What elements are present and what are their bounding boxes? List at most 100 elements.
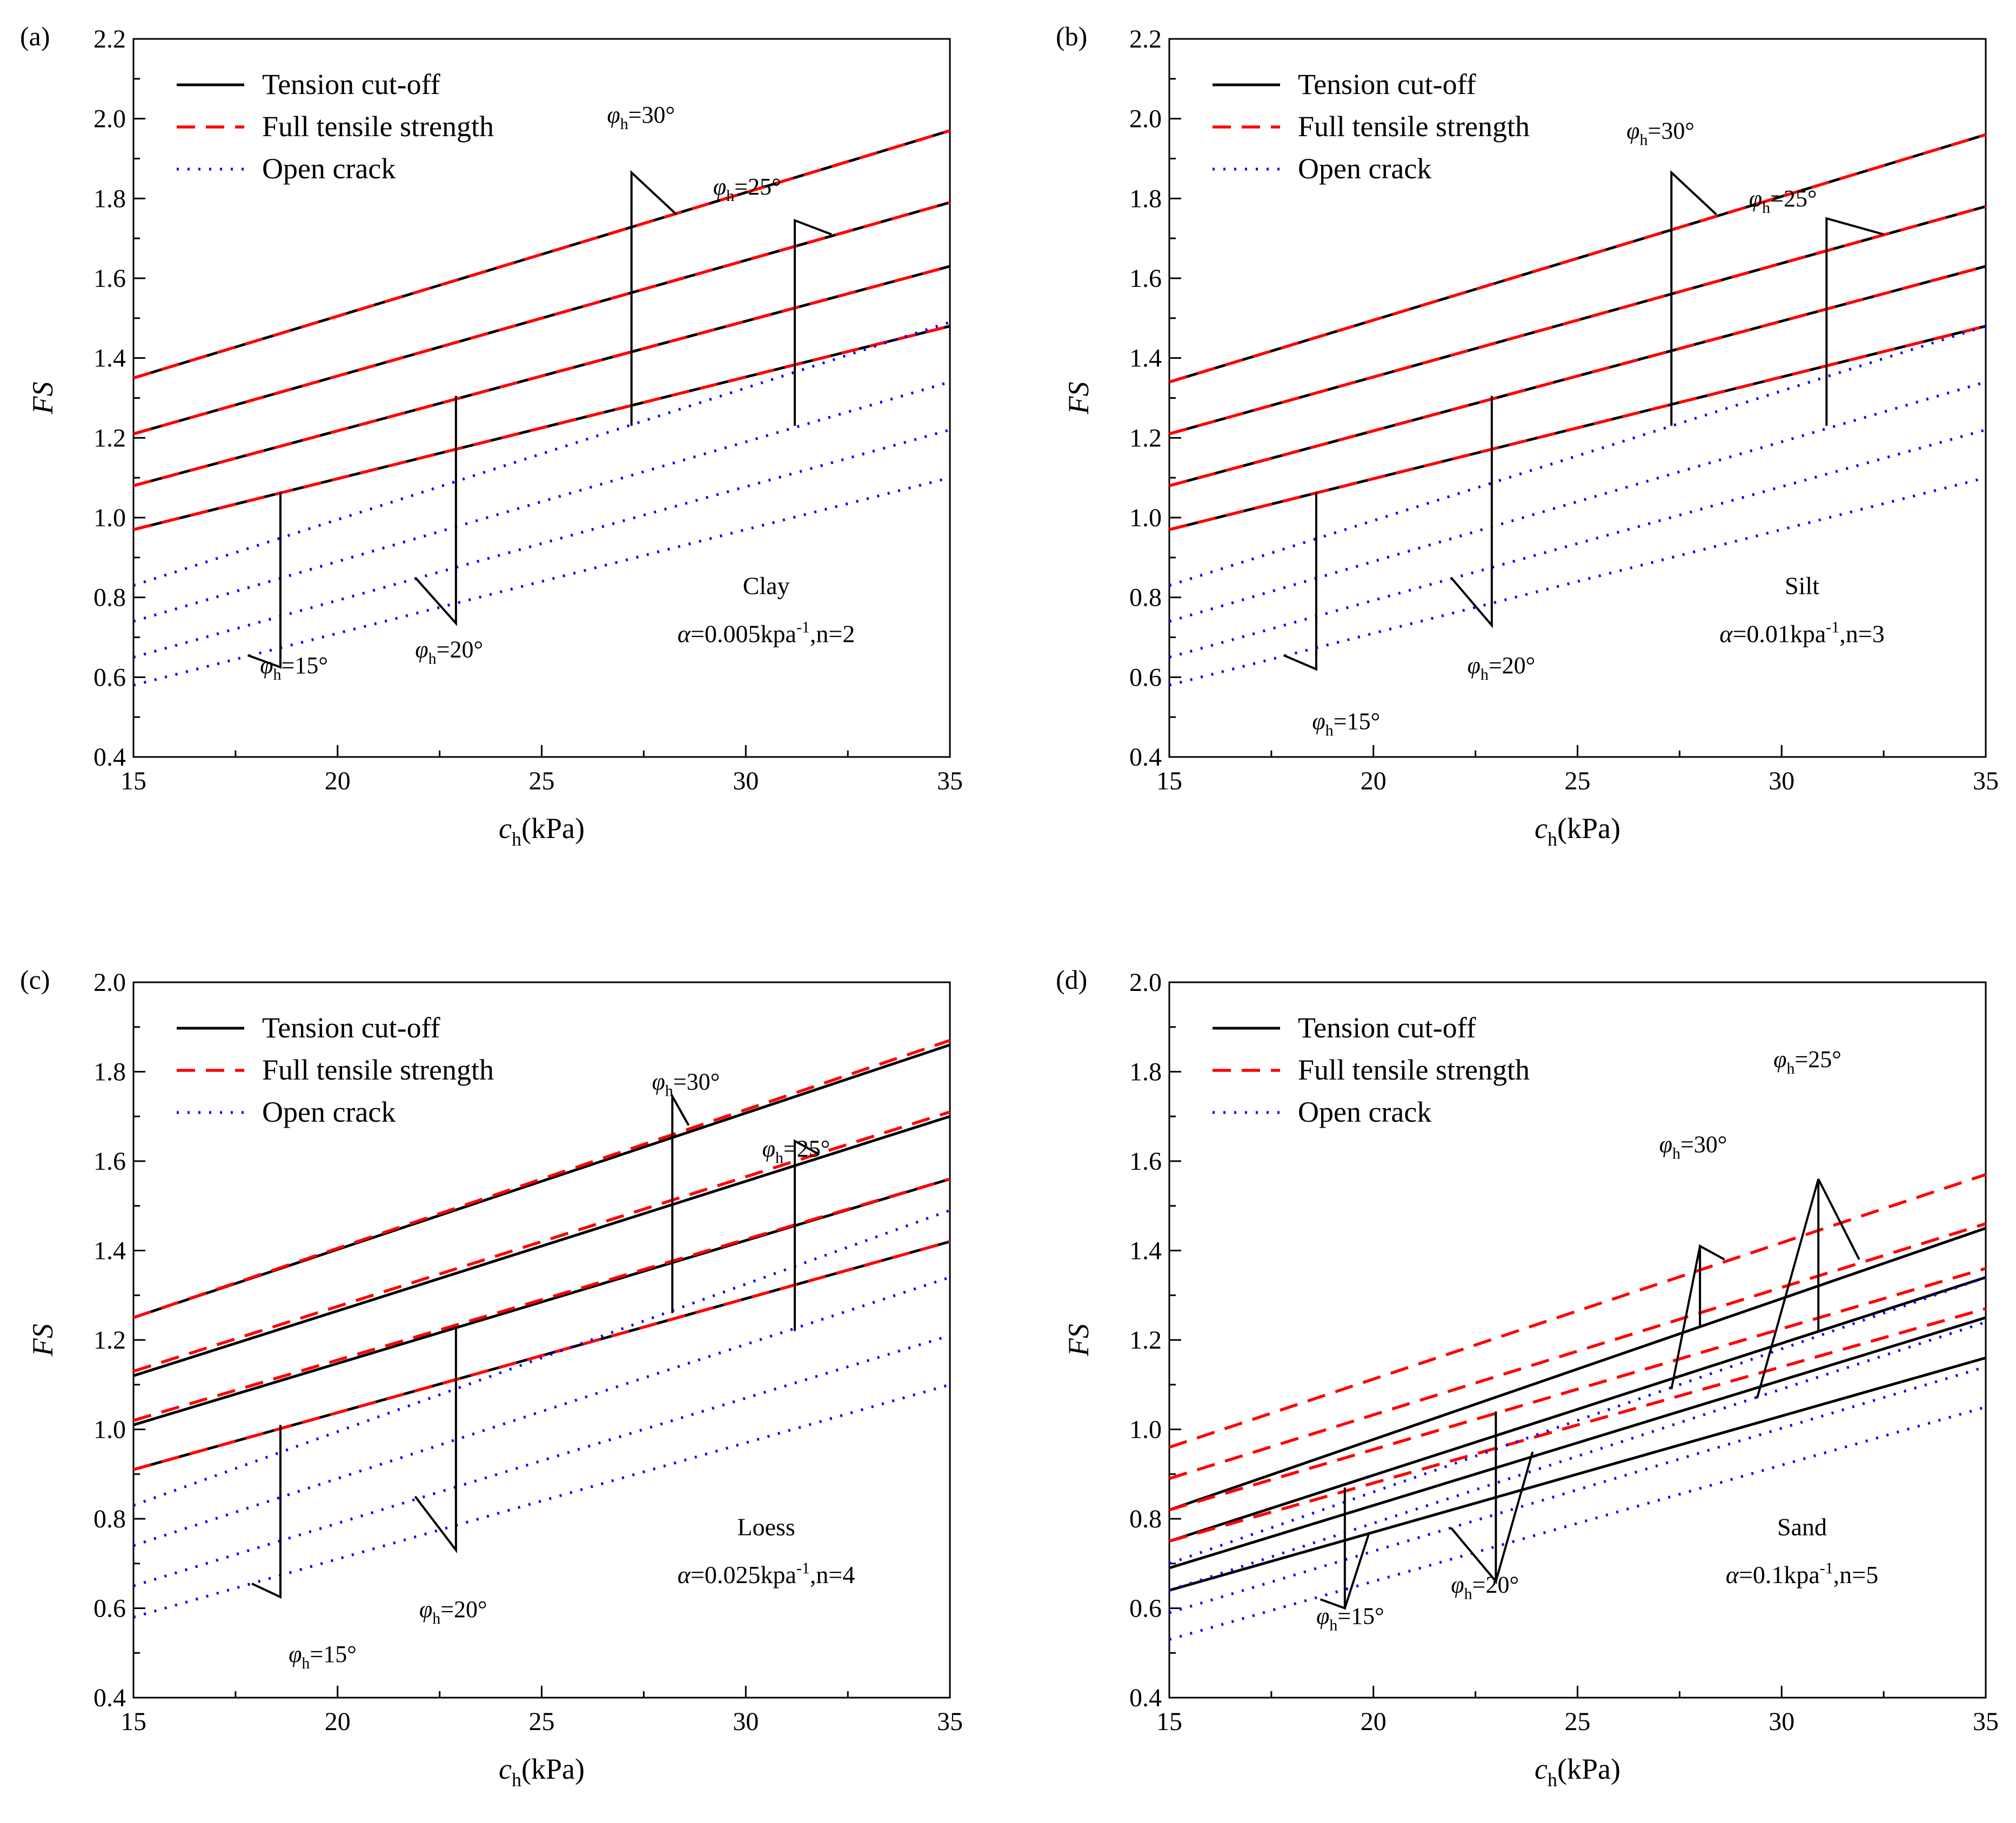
panel-label: (b) [1056,21,1087,51]
chart-panel: 15 20 25 30 35 0.4 0.6 0.8 1.0 1.2 1.4 1.6 1.8 2.0 2.2… [1056,21,1999,850]
y-tick-label: 2.2 [1129,25,1162,53]
x-tick-label: 30 [733,1707,759,1736]
series-line [133,1177,950,1426]
x-tick-label: 20 [1361,767,1387,795]
y-tick-label: 1.4 [93,1237,126,1265]
y-tick-label: 1.0 [1129,504,1162,532]
y-tick-label: 0.6 [93,1594,126,1623]
soil-params: α=0.01kpa-1,n=3 [1719,618,1884,647]
annotation-leader [251,1425,282,1599]
plot-frame [1168,981,1987,1699]
series-line [133,380,950,623]
x-tick-label: 35 [937,767,963,795]
y-tick-label: 1.6 [1129,264,1162,293]
annotation-leader [671,1092,690,1313]
series-line [1169,1276,1986,1565]
series-line [1169,380,1986,623]
series-line [1169,325,1986,587]
annotation-leader [630,170,678,426]
legend-label: Open crack [1298,1096,1431,1128]
x-tick-label: 25 [1565,1707,1591,1736]
series-line [1169,1276,1986,1543]
series-line [1169,1222,1986,1480]
phi-annotation: φh=20° [419,1596,487,1627]
series-line [133,1383,950,1619]
legend-label: Open crack [262,1096,396,1128]
phi-annotation: φh=30° [652,1069,720,1100]
x-tick-label: 30 [1769,767,1794,795]
series-line [1169,1173,1986,1449]
y-tick-label: 1.4 [1129,344,1162,373]
y-tick-label: 0.8 [1129,1505,1162,1533]
x-axis-label: ch(kPa) [1535,812,1620,850]
annotation-leader [1495,1451,1534,1582]
phi-annotation: φh=20° [415,636,483,667]
series-line [133,1209,950,1507]
legend-label: Tension cut-off [262,1011,440,1044]
y-tick-label: 0.8 [93,584,126,612]
annotation-leader [1283,492,1317,671]
x-tick-label: 15 [1156,767,1182,795]
annotation-leader [1699,1244,1725,1327]
soil-name: Loess [737,1513,795,1540]
series-line [1169,1226,1986,1511]
series-line [133,1276,950,1547]
x-tick-label: 20 [325,1707,351,1736]
y-tick-label: 1.8 [1129,184,1162,213]
annotation-leader [247,492,282,669]
annotation-leader [414,396,457,626]
phi-annotation: φh=25° [762,1136,830,1167]
y-axis-label: FS [1062,1324,1095,1357]
y-tick-label: 1.0 [93,1416,126,1444]
soil-name: Sand [1777,1513,1827,1540]
panel-label: (a) [20,21,50,51]
legend-label: Full tensile strength [1298,110,1530,143]
soil-params: α=0.005kpa-1,n=2 [678,618,855,647]
y-tick-label: 1.4 [93,344,126,373]
x-tick-label: 25 [1565,767,1591,795]
phi-annotation: φh=15° [1312,708,1380,739]
soil-name: Silt [1785,572,1819,599]
y-tick-label: 2.0 [1129,105,1162,133]
series-line [1169,133,1986,384]
series-line [1169,1321,1986,1592]
plot-frame [1168,38,1987,758]
y-tick-label: 1.6 [93,264,126,293]
y-axis-label: FS [26,382,59,415]
x-tick-label: 15 [1156,1707,1182,1736]
series-line [133,1334,950,1587]
series-line [1169,428,1986,659]
soil-name: Clay [743,572,790,599]
y-tick-label: 1.0 [1129,1416,1162,1444]
annotation-leader [414,1326,457,1553]
series-line [1169,205,1986,435]
y-tick-label: 1.0 [93,504,126,532]
x-tick-label: 15 [120,1707,146,1736]
series-line [133,1043,950,1319]
series-line [1169,1316,1986,1570]
y-axis-label: FS [1062,382,1095,415]
y-tick-label: 1.2 [93,424,126,452]
series-line [1169,1365,1986,1614]
series-line [133,1240,950,1471]
y-tick-label: 1.6 [1129,1147,1162,1176]
x-tick-label: 35 [937,1707,963,1736]
series-line [133,324,950,531]
series-line [133,265,950,487]
soil-params: α=0.1kpa-1,n=5 [1726,1559,1878,1589]
y-tick-label: 0.6 [1129,663,1162,692]
y-tick-label: 1.8 [1129,1058,1162,1087]
series-line [133,129,950,380]
phi-annotation: φh=20° [1468,652,1536,683]
series-line [1169,476,1986,687]
x-axis-label: ch(kPa) [499,812,585,850]
series-line [133,201,950,435]
legend-label: Open crack [1298,152,1431,185]
panel-label: (d) [1056,964,1087,995]
annotation-leader [1670,170,1717,426]
y-tick-label: 2.0 [93,105,126,133]
phi-annotation: φh=30° [1626,118,1694,149]
annotation-leader [1450,396,1493,628]
annotation-leader [1343,1532,1371,1609]
series-line [133,1115,950,1377]
